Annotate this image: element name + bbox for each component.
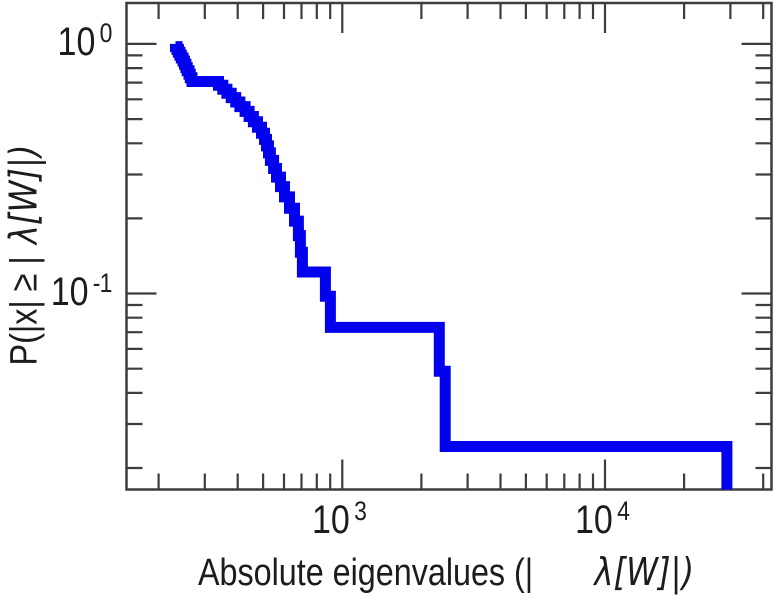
y-axis-label-lambda: λ[W]|) — [1, 144, 46, 245]
plot-frame — [125, 1, 773, 491]
eigenvalue-ccdf-curve — [170, 41, 733, 490]
y-tick-label-10e-1: 10 -1 — [51, 267, 113, 314]
x-tick-label-10e3: 10 3 — [312, 496, 367, 542]
y-tick-label-10e0: 10 0 — [57, 17, 113, 64]
x-axis-label-lambda: λ[W]|) — [594, 550, 695, 594]
y-axis-label: P(|x| ≥ | λ[W]|) — [1, 125, 46, 385]
x-axis-label: Absolute eigenvalues (| λ[W]|) — [198, 552, 775, 593]
x-axis-label-text: Absolute eigenvalues (| — [198, 552, 534, 594]
y-axis-label-text: P(|x| ≥ | — [3, 256, 46, 366]
tick-marks — [126, 3, 772, 490]
x-tick-label-10e4: 10 4 — [575, 496, 630, 542]
